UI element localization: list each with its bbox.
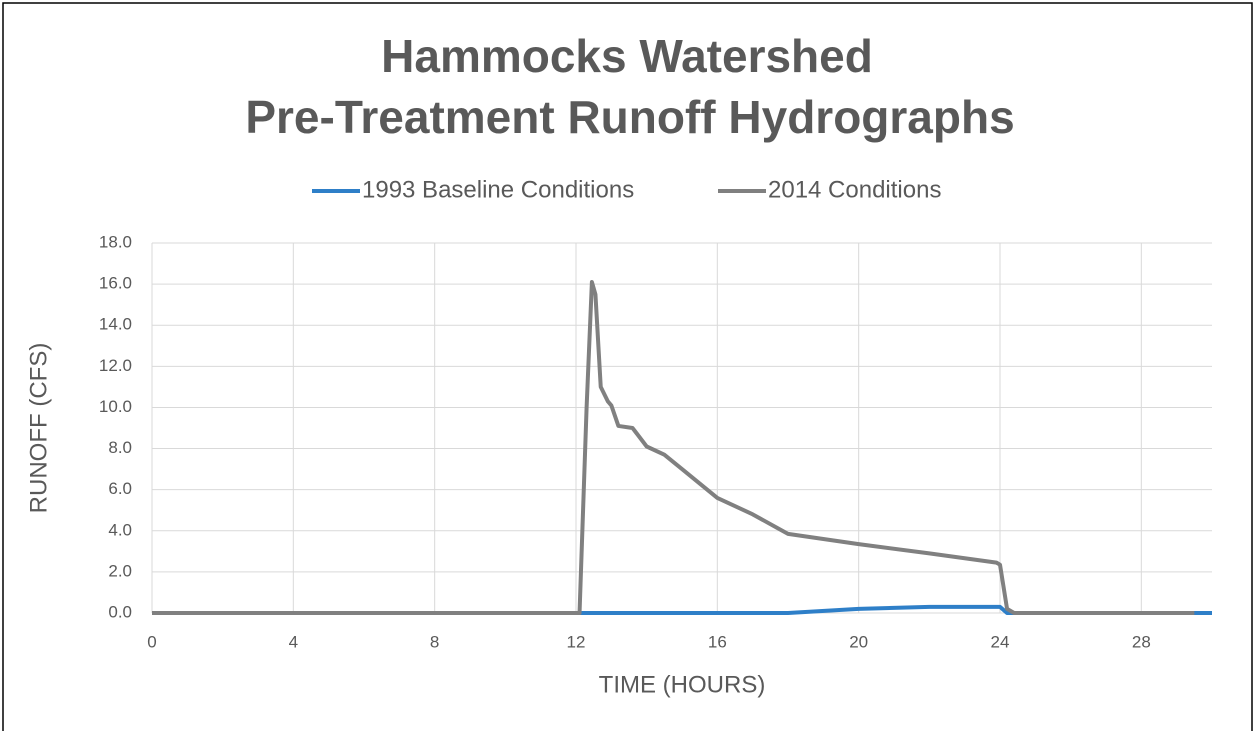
legend-label: 2014 Conditions xyxy=(768,176,941,203)
chart-title: Hammocks Watershed xyxy=(381,30,873,82)
x-tick-label: 24 xyxy=(991,632,1010,651)
x-tick-label: 28 xyxy=(1132,632,1151,651)
y-tick-label: 6.0 xyxy=(108,479,132,498)
y-tick-label: 14.0 xyxy=(99,315,132,334)
legend-label: 1993 Baseline Conditions xyxy=(362,176,634,203)
x-tick-label: 4 xyxy=(289,632,298,651)
y-tick-label: 16.0 xyxy=(99,274,132,293)
x-tick-label: 0 xyxy=(147,632,156,651)
y-axis-label: RUNOFF (CFS) xyxy=(25,343,52,514)
chart-title: Pre-Treatment Runoff Hydrographs xyxy=(245,91,1014,143)
y-tick-label: 12.0 xyxy=(99,356,132,375)
x-tick-label: 20 xyxy=(849,632,868,651)
x-axis-label: TIME (HOURS) xyxy=(599,671,766,698)
series-line xyxy=(152,604,1212,615)
series-line xyxy=(152,280,1195,615)
y-tick-label: 2.0 xyxy=(108,561,132,580)
x-tick-label: 8 xyxy=(430,632,439,651)
x-tick-label: 12 xyxy=(567,632,586,651)
x-tick-label: 16 xyxy=(708,632,727,651)
y-tick-label: 10.0 xyxy=(99,397,132,416)
y-tick-label: 4.0 xyxy=(108,520,132,539)
y-tick-label: 18.0 xyxy=(99,232,132,251)
y-tick-label: 8.0 xyxy=(108,438,132,457)
y-tick-label: 0.0 xyxy=(108,602,132,621)
